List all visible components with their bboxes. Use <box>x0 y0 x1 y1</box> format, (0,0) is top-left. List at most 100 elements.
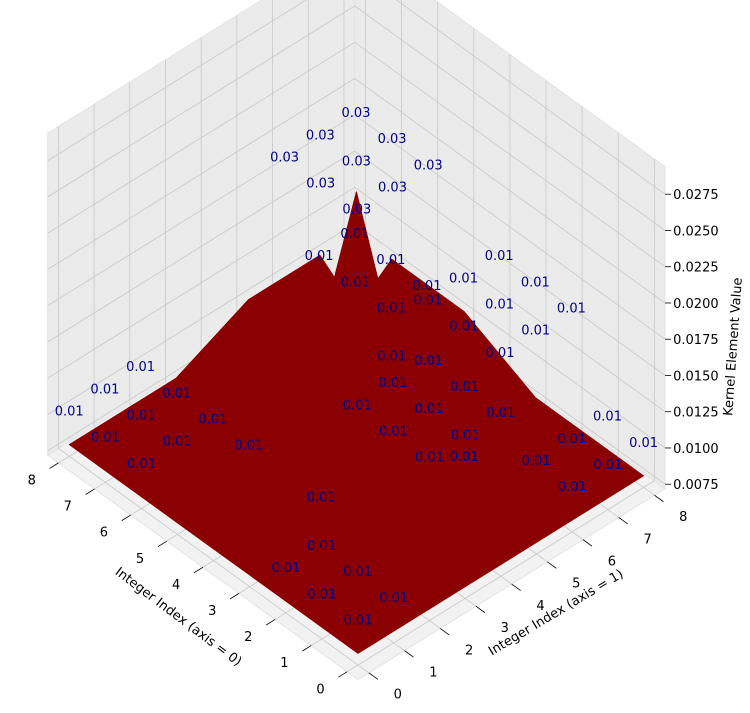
x-tick-label: 3 <box>208 604 216 619</box>
data-label: 0.01 <box>451 428 480 443</box>
data-label: 0.01 <box>343 565 372 580</box>
z-tick-label: 0.0075 <box>673 478 719 493</box>
wall-grid-line-z <box>47 78 666 304</box>
x-tick-label: 2 <box>244 630 252 645</box>
data-label: 0.01 <box>415 402 444 417</box>
data-label: 0.01 <box>413 279 442 294</box>
data-label: 0.01 <box>449 271 478 286</box>
x-tick-mark <box>229 593 240 600</box>
data-label: 0.01 <box>522 454 551 469</box>
data-label: 0.01 <box>271 561 300 576</box>
data-label: 0.01 <box>162 386 191 401</box>
axis-ticks: 0 1 2 3 4 5 6 7 8 0 1 2 3 4 5 6 7 8 0.0075 0.0100 0.0125 0.01… <box>28 188 719 702</box>
data-label: 0.01 <box>378 376 407 391</box>
z-tick-label: 0.0250 <box>673 224 719 239</box>
x-tick-mark <box>193 566 204 574</box>
y-tick-label: 3 <box>501 621 509 636</box>
x-tick-mark <box>302 645 312 652</box>
data-label: 0.01 <box>449 320 478 335</box>
data-label: 0.01 <box>557 432 586 447</box>
data-label: 0.03 <box>342 106 371 121</box>
wall-grid-line-z <box>47 150 666 376</box>
wall-grid-line-z <box>47 0 666 195</box>
data-label: 0.01 <box>307 491 336 506</box>
x-tick-label: 0 <box>316 682 324 697</box>
data-label: 0.03 <box>414 158 443 173</box>
data-label: 0.01 <box>91 431 120 446</box>
data-label: 0.01 <box>593 410 622 425</box>
y-tick-label: 2 <box>465 643 473 658</box>
wall-grid-line-z <box>47 186 666 413</box>
data-label: 0.01 <box>343 398 372 413</box>
data-label: 0.03 <box>342 203 371 218</box>
x-tick-label: 8 <box>28 474 36 489</box>
x-tick-label: 4 <box>172 578 180 593</box>
z-tick-label: 0.0275 <box>673 188 719 203</box>
z-tick-label: 0.0175 <box>673 333 719 348</box>
data-label: 0.01 <box>376 253 405 268</box>
data-label: 0.01 <box>629 436 658 451</box>
data-label: 0.01 <box>593 458 622 473</box>
y-tick-label: 4 <box>536 599 544 614</box>
data-label: 0.01 <box>414 354 443 369</box>
y-tick-mark <box>511 583 521 591</box>
data-label: 0.01 <box>450 450 479 465</box>
y-tick-mark <box>439 628 450 636</box>
data-label: 0.01 <box>55 405 84 420</box>
data-label: 0.01 <box>413 294 442 309</box>
x-tick-mark <box>49 462 59 469</box>
data-label: 0.01 <box>127 409 156 424</box>
wall-grid-line-z <box>47 5 666 231</box>
surface <box>68 191 644 654</box>
y-tick-mark <box>404 650 414 658</box>
x-tick-label: 5 <box>136 552 144 567</box>
data-label: 0.03 <box>306 128 335 143</box>
x-tick-mark <box>121 514 131 521</box>
data-label: 0.01 <box>341 275 370 290</box>
data-label: 0.03 <box>378 132 407 147</box>
data-label: 0.03 <box>378 181 407 196</box>
z-tick-label: 0.0200 <box>673 297 719 312</box>
data-label: 0.01 <box>344 613 373 628</box>
y-tick-mark <box>368 672 379 680</box>
data-label: 0.01 <box>340 227 369 242</box>
data-label: 0.01 <box>379 424 408 439</box>
y-tick-mark <box>618 517 628 525</box>
data-label: 0.01 <box>379 591 408 606</box>
data-label: 0.03 <box>270 151 299 166</box>
data-label: 0.01 <box>377 350 406 365</box>
data-label: 0.01 <box>486 406 515 421</box>
y-tick-label: 1 <box>429 666 437 681</box>
x-tick-mark <box>338 671 348 678</box>
data-label: 0.01 <box>521 275 550 290</box>
data-label: 0.03 <box>342 154 371 169</box>
z-tick-label: 0.0125 <box>673 406 719 421</box>
x-tick-label: 7 <box>64 500 72 515</box>
x-tick-mark <box>157 540 168 548</box>
data-label: 0.01 <box>234 439 263 454</box>
data-label: 0.01 <box>450 380 479 395</box>
data-label: 0.01 <box>557 301 586 316</box>
data-label: 0.01 <box>558 480 587 495</box>
z-axis-title: Kernel Element Value <box>721 277 746 416</box>
x-tick-label: 1 <box>280 656 288 671</box>
y-tick-mark <box>582 539 593 547</box>
data-label: 0.01 <box>521 324 550 339</box>
data-label: 0.01 <box>486 346 515 361</box>
y-tick-label: 8 <box>679 510 687 525</box>
y-tick-label: 7 <box>643 532 651 547</box>
y-tick-mark <box>547 561 557 569</box>
data-label: 0.01 <box>127 457 156 472</box>
data-label: 0.01 <box>485 297 514 312</box>
data-label: 0.01 <box>307 587 336 602</box>
surface-face <box>285 556 430 654</box>
y-tick-label: 6 <box>608 555 616 570</box>
data-label: 0.01 <box>126 360 155 375</box>
data-label: 0.01 <box>90 382 119 397</box>
x-tick-label: 6 <box>100 526 108 541</box>
data-label: 0.01 <box>377 301 406 316</box>
y-tick-label: 5 <box>572 577 580 592</box>
z-tick-label: 0.0100 <box>673 442 719 457</box>
z-tick-label: 0.0150 <box>673 369 719 384</box>
y-tick-label: 0 <box>394 688 402 703</box>
